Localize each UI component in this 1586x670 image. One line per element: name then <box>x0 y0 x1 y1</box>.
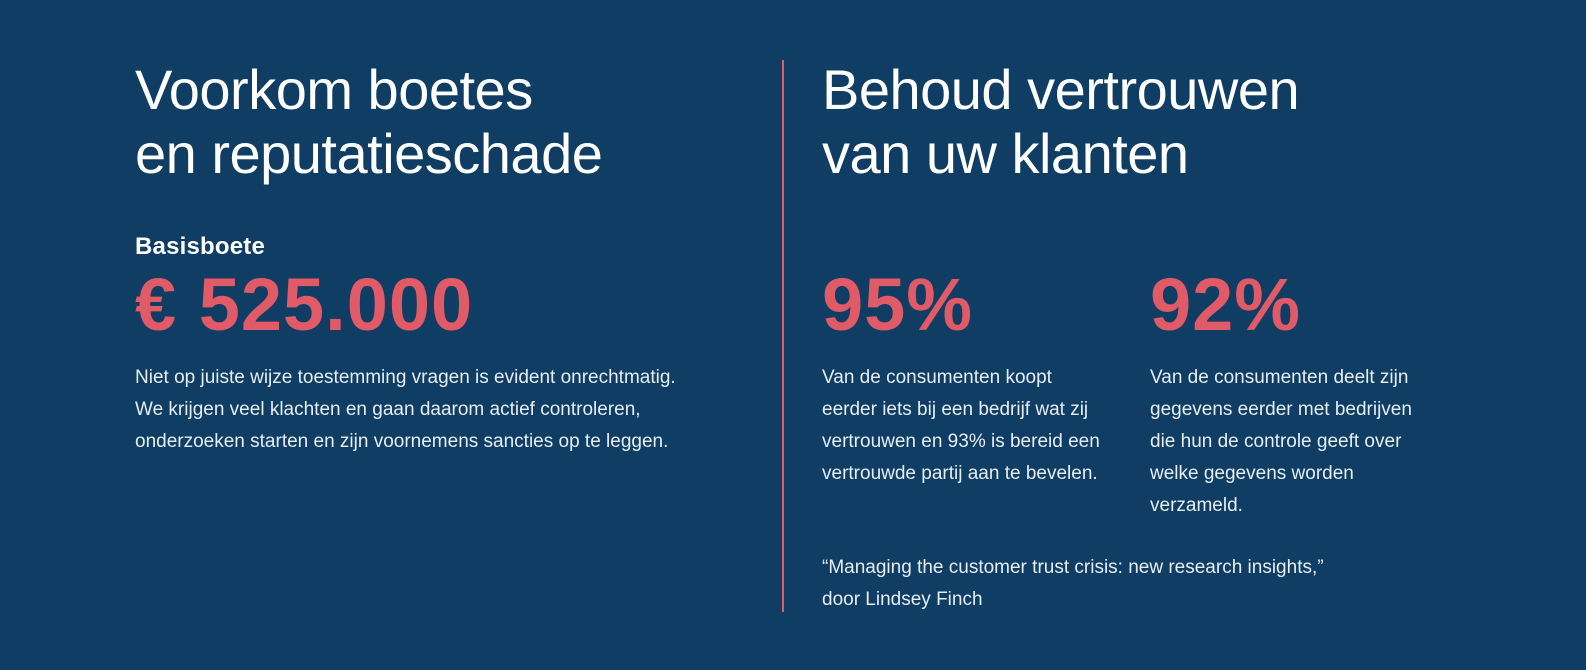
stat-block-trust: 95% Van de consumenten koopt eerder iets… <box>822 263 1112 485</box>
fine-amount: € 525.000 <box>135 263 474 346</box>
stat-percentage: 92% <box>1150 263 1302 346</box>
stat-description: Van de consumenten deelt zijn gegevens e… <box>1150 367 1412 516</box>
fine-label: Basisboete <box>135 233 266 260</box>
fine-description: Niet op juiste wijze toestemming vragen … <box>135 367 676 452</box>
right-heading-line2: van uw klanten <box>822 122 1189 185</box>
source-author: door Lindsey Finch <box>822 589 983 610</box>
right-heading-line1: Behoud vertrouwen <box>822 58 1300 121</box>
left-heading-line1: Voorkom boetes <box>135 58 533 121</box>
source-title: “Managing the customer trust crisis: new… <box>822 557 1324 578</box>
stat-block-data-sharing: 92% Van de consumenten deelt zijn gegeve… <box>1150 263 1440 517</box>
vertical-divider <box>782 60 784 612</box>
stat-percentage: 95% <box>822 263 974 346</box>
stat-description: Van de consumenten koopt eerder iets bij… <box>822 367 1100 484</box>
right-heading: Behoud vertrouwen van uw klanten <box>822 58 1300 186</box>
source-citation: “Managing the customer trust crisis: new… <box>822 552 1442 616</box>
left-heading: Voorkom boetes en reputatieschade <box>135 58 603 186</box>
left-heading-line2: en reputatieschade <box>135 122 603 185</box>
